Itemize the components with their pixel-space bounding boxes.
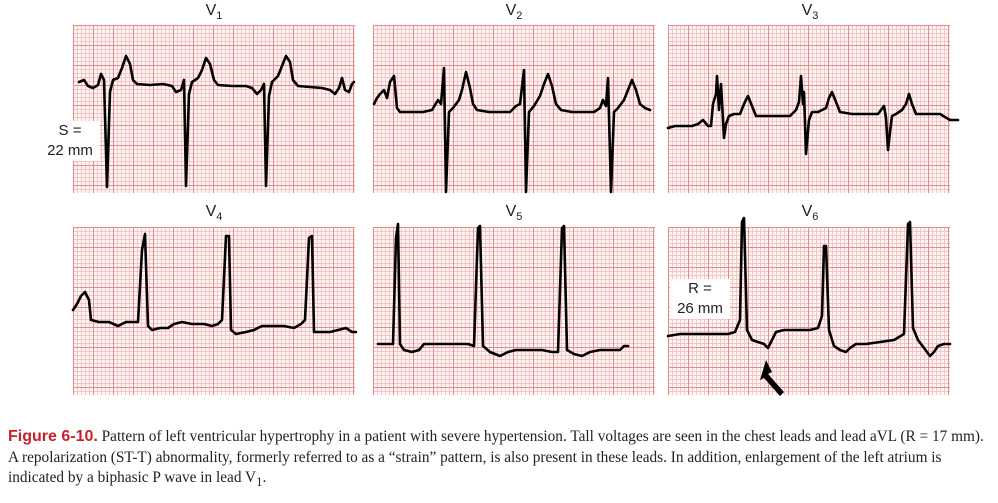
trace-v6 [666,216,952,358]
lead-label-v5: V5 [505,203,523,224]
arrow-icon [760,360,784,396]
caption-text: Pattern of left ventricular hypertrophy … [8,428,984,486]
lead-label-v3: V3 [801,2,819,23]
trace-v5 [376,222,630,358]
lead-label-v1: V1 [205,2,223,23]
lead-label-v4: V4 [205,203,223,224]
r-annotation-line2: 26 mm [677,300,723,317]
caption-sub: 1 [256,475,263,490]
trace-v1 [77,54,356,189]
lead-label-v6: V6 [801,203,819,224]
s-amplitude-annotation: S = 22 mm [40,121,100,161]
trace-v3 [666,74,960,156]
figure-label: Figure 6-10. [8,428,98,445]
ecg-panel-v1 [73,25,355,193]
figure-caption: Figure 6-10. Pattern of left ventricular… [8,427,994,493]
trace-v4 [71,232,358,336]
r-annotation-line1: R = [688,280,712,297]
s-annotation-line2: 22 mm [47,142,93,159]
r-amplitude-annotation: R = 26 mm [670,279,730,319]
lead-label-v2: V2 [505,2,523,23]
ecg-panel-v5 [373,227,655,395]
trace-v2 [372,66,652,194]
s-annotation-line1: S = [58,122,82,139]
caption-end: . [262,469,267,486]
